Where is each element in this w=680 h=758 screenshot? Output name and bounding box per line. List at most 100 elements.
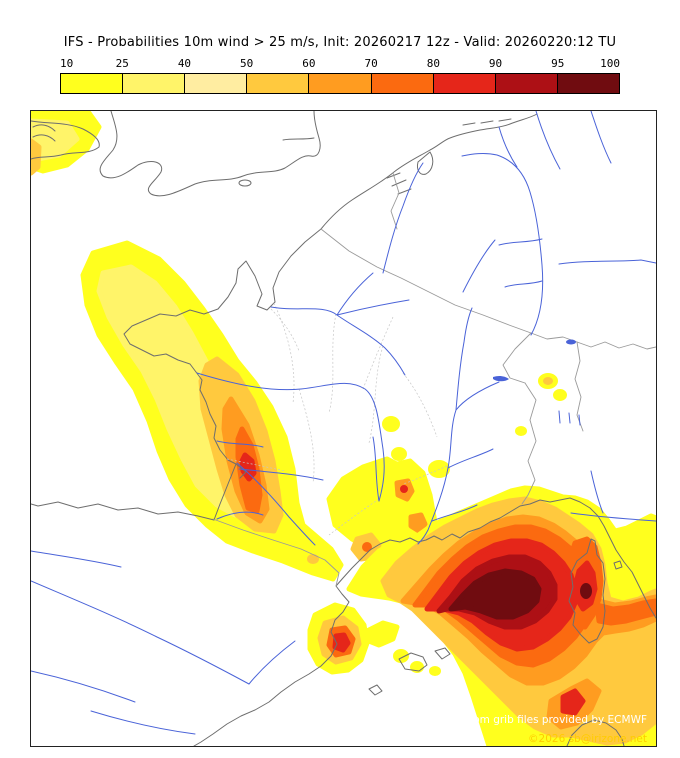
river-danube [558, 259, 656, 265]
contour-dot [400, 485, 408, 493]
coastline-ireland-detail [32, 124, 56, 142]
coastlines [31, 111, 656, 746]
legend-tick: 70 [364, 57, 378, 70]
contour-dot [307, 554, 319, 564]
coastline-corsica [568, 538, 606, 644]
coastline-channel [272, 228, 322, 303]
lake-constance [566, 339, 576, 345]
legend-segment [247, 74, 310, 93]
river-rhine [461, 152, 544, 336]
river-tajo [90, 710, 196, 735]
rivers [31, 111, 656, 735]
department-borders [226, 302, 448, 536]
department-line [402, 372, 438, 438]
coastline-britain [99, 111, 321, 197]
river-saone [455, 307, 473, 411]
river-ebro [31, 580, 250, 685]
department-line [368, 345, 384, 444]
department-line [328, 498, 380, 536]
coastline-frisian-islands [462, 118, 512, 126]
river-adour [216, 511, 264, 520]
river-main [498, 238, 543, 246]
attribution-copyright: ©2026 sb@irizone.net [528, 733, 647, 745]
coastline-spain-mediterranean [193, 585, 350, 746]
border-france-northeast [320, 228, 532, 334]
legend-segment [123, 74, 186, 93]
contour-region [332, 632, 351, 653]
map-frame: from grib files provided by ECMWF ©2026 … [30, 110, 657, 747]
department-line [270, 308, 300, 352]
contour-region [239, 452, 257, 482]
contour-region [408, 512, 428, 534]
legend-tick: 95 [551, 57, 565, 70]
contour-dot [362, 542, 372, 552]
coastline-ireland [31, 120, 100, 160]
contour-dot [515, 426, 527, 436]
river-ems [498, 126, 518, 168]
river-duero [31, 550, 122, 568]
river-neckar [504, 280, 543, 288]
river-po [570, 512, 656, 522]
legend-ticks: 10 25 40 50 60 70 80 90 95 100 [60, 57, 620, 73]
border-switzerland-germany-austria [530, 332, 656, 350]
river-charente [216, 440, 264, 448]
department-line [328, 313, 337, 414]
contour-dot [391, 447, 407, 461]
coastline-gironde [235, 463, 247, 479]
legend-segment [433, 74, 496, 93]
border-france-switzerland [502, 332, 532, 384]
country-borders [212, 172, 656, 587]
border-france-italy [521, 382, 537, 505]
map-svg: from grib files provided by ECMWF ©2026 … [31, 111, 656, 746]
coastline-zuiderzee [417, 151, 434, 175]
contour-region [31, 138, 42, 176]
legend-tick: 40 [177, 57, 192, 70]
border-belgium-netherlands [390, 172, 400, 230]
department-line [273, 302, 295, 404]
attribution-ecmwf: from grib files provided by ECMWF [465, 714, 647, 726]
river-dordogne [238, 468, 324, 481]
contour-dot [382, 416, 400, 432]
italian-lakes [558, 410, 581, 426]
coastline-sardinia [566, 719, 625, 746]
department-line [402, 465, 448, 485]
contour-dot [553, 389, 567, 401]
river-weser [535, 111, 561, 170]
contour-dot [580, 583, 592, 599]
river-meuse [382, 162, 424, 274]
contour-dot [410, 661, 424, 673]
river-adige [590, 470, 604, 514]
coastline-mediterranean-france-italy [335, 497, 656, 619]
contour-dot [428, 460, 450, 478]
legend-tick: 25 [115, 57, 129, 70]
legend-tick: 10 [60, 57, 74, 70]
river-moselle [462, 239, 496, 293]
legend-tick: 90 [488, 57, 503, 70]
lakes [493, 339, 576, 382]
coastline-normandy [217, 260, 276, 311]
coastline-thames [282, 137, 315, 141]
legend-tick: 100 [600, 57, 620, 70]
river-garonne [236, 462, 316, 546]
border-switzerland-italy [574, 341, 584, 432]
isle-of-wight [238, 179, 252, 187]
coastline-zeeland [386, 172, 412, 195]
page-title: IFS - Probabilities 10m wind > 25 m/s, I… [63, 35, 617, 50]
legend-tick: 80 [426, 57, 440, 70]
legend-segment [309, 74, 372, 93]
border-pyrenees [212, 518, 340, 587]
department-line [298, 388, 315, 484]
legend-segment [495, 74, 558, 93]
legend-tick: 60 [302, 57, 316, 70]
coastline-menorca [434, 647, 451, 660]
river-durance [431, 504, 478, 522]
river-loire [196, 372, 385, 502]
river-jucar [31, 670, 136, 703]
contour-dot [543, 377, 553, 385]
contour-region [448, 568, 542, 620]
legend-tick: 50 [240, 57, 254, 70]
river-oise [336, 272, 374, 316]
probability-legend: 10 25 40 50 60 70 80 90 95 100 [60, 57, 620, 94]
river-marne [336, 299, 410, 316]
river-elbe [590, 111, 612, 164]
